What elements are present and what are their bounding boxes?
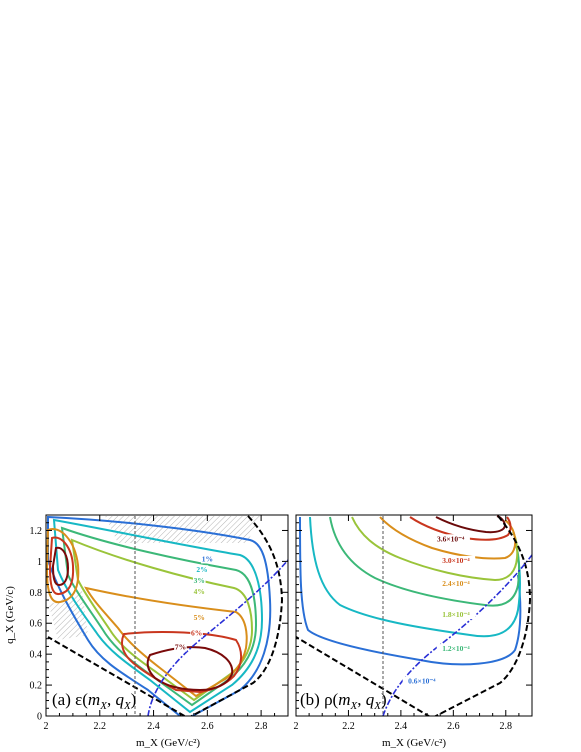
x-tick-label: 2.4 xyxy=(147,721,160,732)
contour-2pct xyxy=(52,518,264,714)
y-tick-label: 0.2 xyxy=(30,681,43,692)
contour-label: 1% xyxy=(202,554,213,563)
contour-label-background xyxy=(201,554,214,564)
contour-label: 4% xyxy=(194,587,205,596)
contour-label: 6% xyxy=(191,629,202,638)
contour-label: 3.0×10⁻⁴ xyxy=(442,556,470,565)
density-contour-3.6e-4 xyxy=(409,516,512,541)
y-tick-label: 0.6 xyxy=(30,619,43,630)
contour-label-background xyxy=(436,579,476,589)
contour-hotspot-mid xyxy=(48,536,75,596)
y-tick-label: 0.8 xyxy=(30,588,43,599)
density-contour-3.0e-4 xyxy=(379,516,517,560)
contour-label: 1.2×10⁻⁴ xyxy=(442,644,470,653)
contour-hotspot-outer xyxy=(46,528,80,604)
contour-label: 0.6×10⁻⁴ xyxy=(408,677,436,686)
blue-dashdot-line-a xyxy=(147,559,288,716)
x-axis-title-b: m_X (GeV/c²) xyxy=(382,737,446,749)
contour-hotspot-inner xyxy=(51,546,70,587)
y-tick-label: 1.2 xyxy=(30,526,43,537)
panel-label-b: (b) ρ(mX, qX) xyxy=(300,690,387,712)
contour-label-background xyxy=(436,644,476,654)
contour-label-background xyxy=(174,642,187,652)
contour-label: 7% xyxy=(175,643,186,652)
density-contour-1.2e-4 xyxy=(309,516,521,638)
contour-label-background xyxy=(195,565,209,575)
contour-label-background xyxy=(431,534,470,544)
contour-label-background xyxy=(402,676,442,686)
x-tick-label: 2.4 xyxy=(395,721,408,732)
kinematic-boundary-b xyxy=(296,515,532,716)
x-tick-label: 2.8 xyxy=(255,721,268,732)
contour-label: 3% xyxy=(194,576,205,585)
contour-label-background xyxy=(190,628,203,638)
x-tick-label: 2 xyxy=(44,721,49,732)
contour-label-background xyxy=(192,586,206,596)
y-tick-label: 0.4 xyxy=(30,650,43,661)
density-contour-2.4e-4 xyxy=(351,516,519,582)
y-tick-label: 1 xyxy=(37,557,42,568)
contour-1pct xyxy=(47,515,272,716)
x-tick-label: 2 xyxy=(294,721,299,732)
ticks-a: 2 2.2 2.4 2.6 2.8 0 0.2 0.4 0.6 0.8 1 1.2 xyxy=(30,515,288,732)
plot-frame-b xyxy=(295,514,533,717)
contour-label: 5% xyxy=(194,613,205,622)
ticks-b: 2 2.2 2.4 2.6 2.8 xyxy=(294,515,532,732)
contour-4pct xyxy=(70,538,254,702)
contour-7pct xyxy=(146,646,234,692)
kinematic-boundary xyxy=(47,515,284,716)
density-contour-1.8e-4 xyxy=(329,516,521,607)
y-tick-label: 0 xyxy=(37,712,42,723)
x-tick-label: 2.2 xyxy=(342,721,355,732)
contour-label: 3.6×10⁻⁴ xyxy=(437,534,465,543)
contour-3pct xyxy=(60,526,258,707)
contour-label-background xyxy=(436,555,476,565)
contour-label-background xyxy=(436,610,476,620)
x-tick-label: 2.8 xyxy=(500,721,513,732)
contour-labels-a: 1% 2% 3% 4% 5% 6% 7% xyxy=(174,554,214,652)
contour-label-background xyxy=(192,613,206,623)
contour-label: 1.8×10⁻⁴ xyxy=(442,610,470,619)
contour-labels-b: 3.6×10⁻⁴ 3.0×10⁻⁴ 2.4×10⁻⁴ 1.8×10⁻⁴ 1.2×10⁻⁴… xyxy=(402,534,476,686)
contour-label-background xyxy=(192,576,206,586)
x-tick-label: 2.6 xyxy=(447,721,460,732)
panel-label-a: (a) ε(mX, qX) xyxy=(52,690,136,712)
x-axis-title-a: m_X (GeV/c²) xyxy=(136,737,200,749)
panel-b: 3.6×10⁻⁴ 3.0×10⁻⁴ 2.4×10⁻⁴ 1.8×10⁻⁴ 1.2×10⁻⁴… xyxy=(294,514,533,749)
y-axis-title: q_X (GeV/c) xyxy=(4,586,16,644)
x-tick-label: 2.6 xyxy=(201,721,214,732)
contour-label: 2% xyxy=(196,565,207,574)
contour-label: 2.4×10⁻⁴ xyxy=(442,579,470,588)
density-contour-peak xyxy=(435,515,507,534)
density-contour-0.6e-4 xyxy=(299,516,522,666)
panel-a: 1% 2% 3% 4% 5% 6% 7% 2 2.2 2.4 2.6 2.8 0 0.2 0.4 0.6 0.… xyxy=(4,514,289,749)
x-tick-label: 2.2 xyxy=(94,721,107,732)
